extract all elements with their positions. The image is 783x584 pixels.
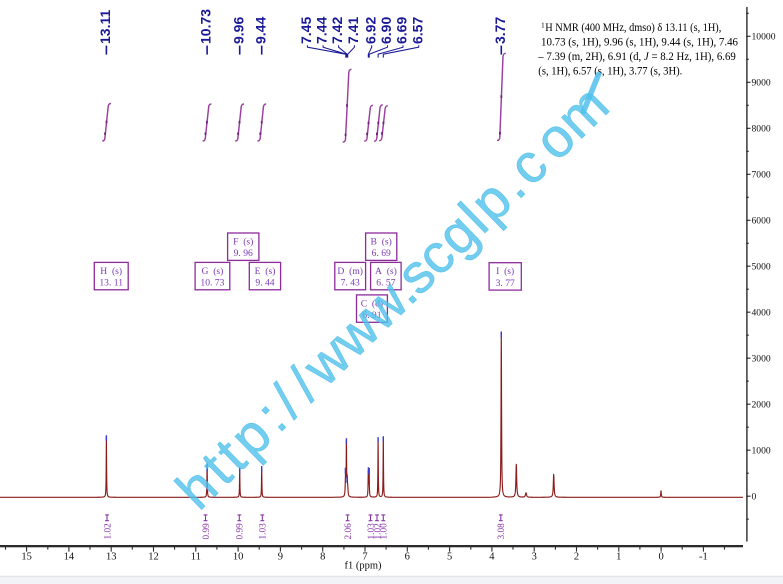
- svg-text:7.42: 7.42: [329, 17, 345, 44]
- svg-text:10.73: 10.73: [198, 9, 214, 44]
- svg-text:3: 3: [532, 551, 537, 562]
- svg-text:0.99: 0.99: [236, 523, 246, 540]
- svg-text:1.00: 1.00: [380, 523, 390, 540]
- svg-text:2: 2: [574, 551, 579, 562]
- svg-text:– 7.39 (m, 2H), 6.91 (d, J = 8: – 7.39 (m, 2H), 6.91 (d, J = 8.2 Hz, 1H)…: [537, 51, 736, 63]
- svg-text:10000: 10000: [752, 32, 776, 43]
- svg-text:6.69: 6.69: [394, 17, 410, 44]
- svg-text:3. 77: 3. 77: [496, 278, 515, 289]
- svg-text:0: 0: [752, 492, 757, 503]
- svg-text:D (m): D (m): [337, 266, 363, 277]
- svg-text:0: 0: [658, 551, 663, 562]
- svg-text:13: 13: [106, 551, 117, 562]
- svg-text:B (s): B (s): [371, 237, 392, 248]
- svg-text:C (d): C (d): [361, 298, 383, 309]
- svg-text:6: 6: [405, 551, 410, 562]
- svg-text:G (s): G (s): [201, 266, 223, 277]
- svg-text:A (s): A (s): [375, 266, 397, 277]
- svg-text:12: 12: [148, 551, 159, 562]
- svg-text:11: 11: [191, 551, 201, 562]
- svg-text:10.73 (s, 1H), 9.96 (s, 1H), 9: 10.73 (s, 1H), 9.96 (s, 1H), 9.44 (s, 1H…: [541, 37, 738, 49]
- svg-text:9.96: 9.96: [230, 17, 246, 44]
- svg-text:10. 73: 10. 73: [200, 278, 224, 289]
- svg-text:3.77: 3.77: [492, 17, 508, 44]
- svg-text:2.06: 2.06: [344, 523, 354, 540]
- svg-text:13. 11: 13. 11: [99, 278, 123, 289]
- svg-text:(s, 1H), 6.57 (s, 1H), 3.77 (s: (s, 1H), 6.57 (s, 1H), 3.77 (s, 3H).: [538, 65, 682, 77]
- svg-text:1.03: 1.03: [367, 523, 377, 540]
- svg-text:7000: 7000: [752, 170, 771, 181]
- svg-text:9.44: 9.44: [252, 17, 268, 44]
- svg-text:3.08: 3.08: [497, 523, 507, 540]
- svg-text:7: 7: [362, 551, 367, 562]
- svg-text:6.92: 6.92: [362, 17, 378, 44]
- svg-text:H NMR (400 MHz, dmso) δ 13.11: H NMR (400 MHz, dmso) δ 13.11 (s, 1H),: [545, 22, 721, 34]
- svg-text:13.11: 13.11: [97, 10, 113, 44]
- svg-text:5000: 5000: [752, 262, 771, 273]
- svg-text:14: 14: [64, 551, 75, 562]
- svg-text:0.99: 0.99: [202, 523, 212, 540]
- svg-text:1: 1: [541, 20, 545, 29]
- svg-text:9. 44: 9. 44: [255, 278, 274, 289]
- svg-text:4000: 4000: [752, 308, 771, 319]
- svg-text:6. 91: 6. 91: [362, 310, 381, 321]
- svg-text:7.45: 7.45: [298, 17, 314, 44]
- svg-text:9: 9: [278, 551, 283, 562]
- svg-text:H (s): H (s): [100, 266, 122, 277]
- svg-text:1.02: 1.02: [103, 523, 113, 540]
- svg-text:10: 10: [233, 551, 244, 562]
- svg-text:1: 1: [616, 551, 621, 562]
- svg-text:9000: 9000: [752, 78, 771, 89]
- svg-text:8000: 8000: [752, 124, 771, 135]
- svg-text:8: 8: [320, 551, 325, 562]
- svg-text:f1 (ppm): f1 (ppm): [344, 561, 382, 572]
- svg-text:15: 15: [21, 551, 32, 562]
- svg-text:7.41: 7.41: [345, 17, 361, 44]
- svg-text:6. 57: 6. 57: [376, 278, 395, 289]
- svg-text:6.57: 6.57: [409, 17, 425, 44]
- svg-text:7.44: 7.44: [314, 17, 330, 44]
- svg-text:1000: 1000: [752, 446, 771, 457]
- svg-text:2000: 2000: [752, 400, 771, 411]
- svg-text:6. 69: 6. 69: [372, 248, 391, 259]
- svg-text:I (s): I (s): [496, 266, 514, 277]
- svg-text:6.90: 6.90: [378, 17, 394, 44]
- svg-text:-1: -1: [699, 551, 708, 562]
- svg-text:6000: 6000: [752, 216, 771, 227]
- svg-text:1.03: 1.03: [259, 523, 269, 540]
- svg-text:4: 4: [489, 551, 495, 562]
- svg-text:7. 43: 7. 43: [341, 278, 360, 289]
- svg-text:9. 96: 9. 96: [234, 248, 253, 259]
- svg-text:5: 5: [447, 551, 452, 562]
- svg-text:E (s): E (s): [255, 266, 276, 277]
- svg-text:F (s): F (s): [233, 237, 253, 248]
- svg-text:1.02: 1.02: [373, 523, 383, 540]
- svg-text:3000: 3000: [752, 354, 771, 365]
